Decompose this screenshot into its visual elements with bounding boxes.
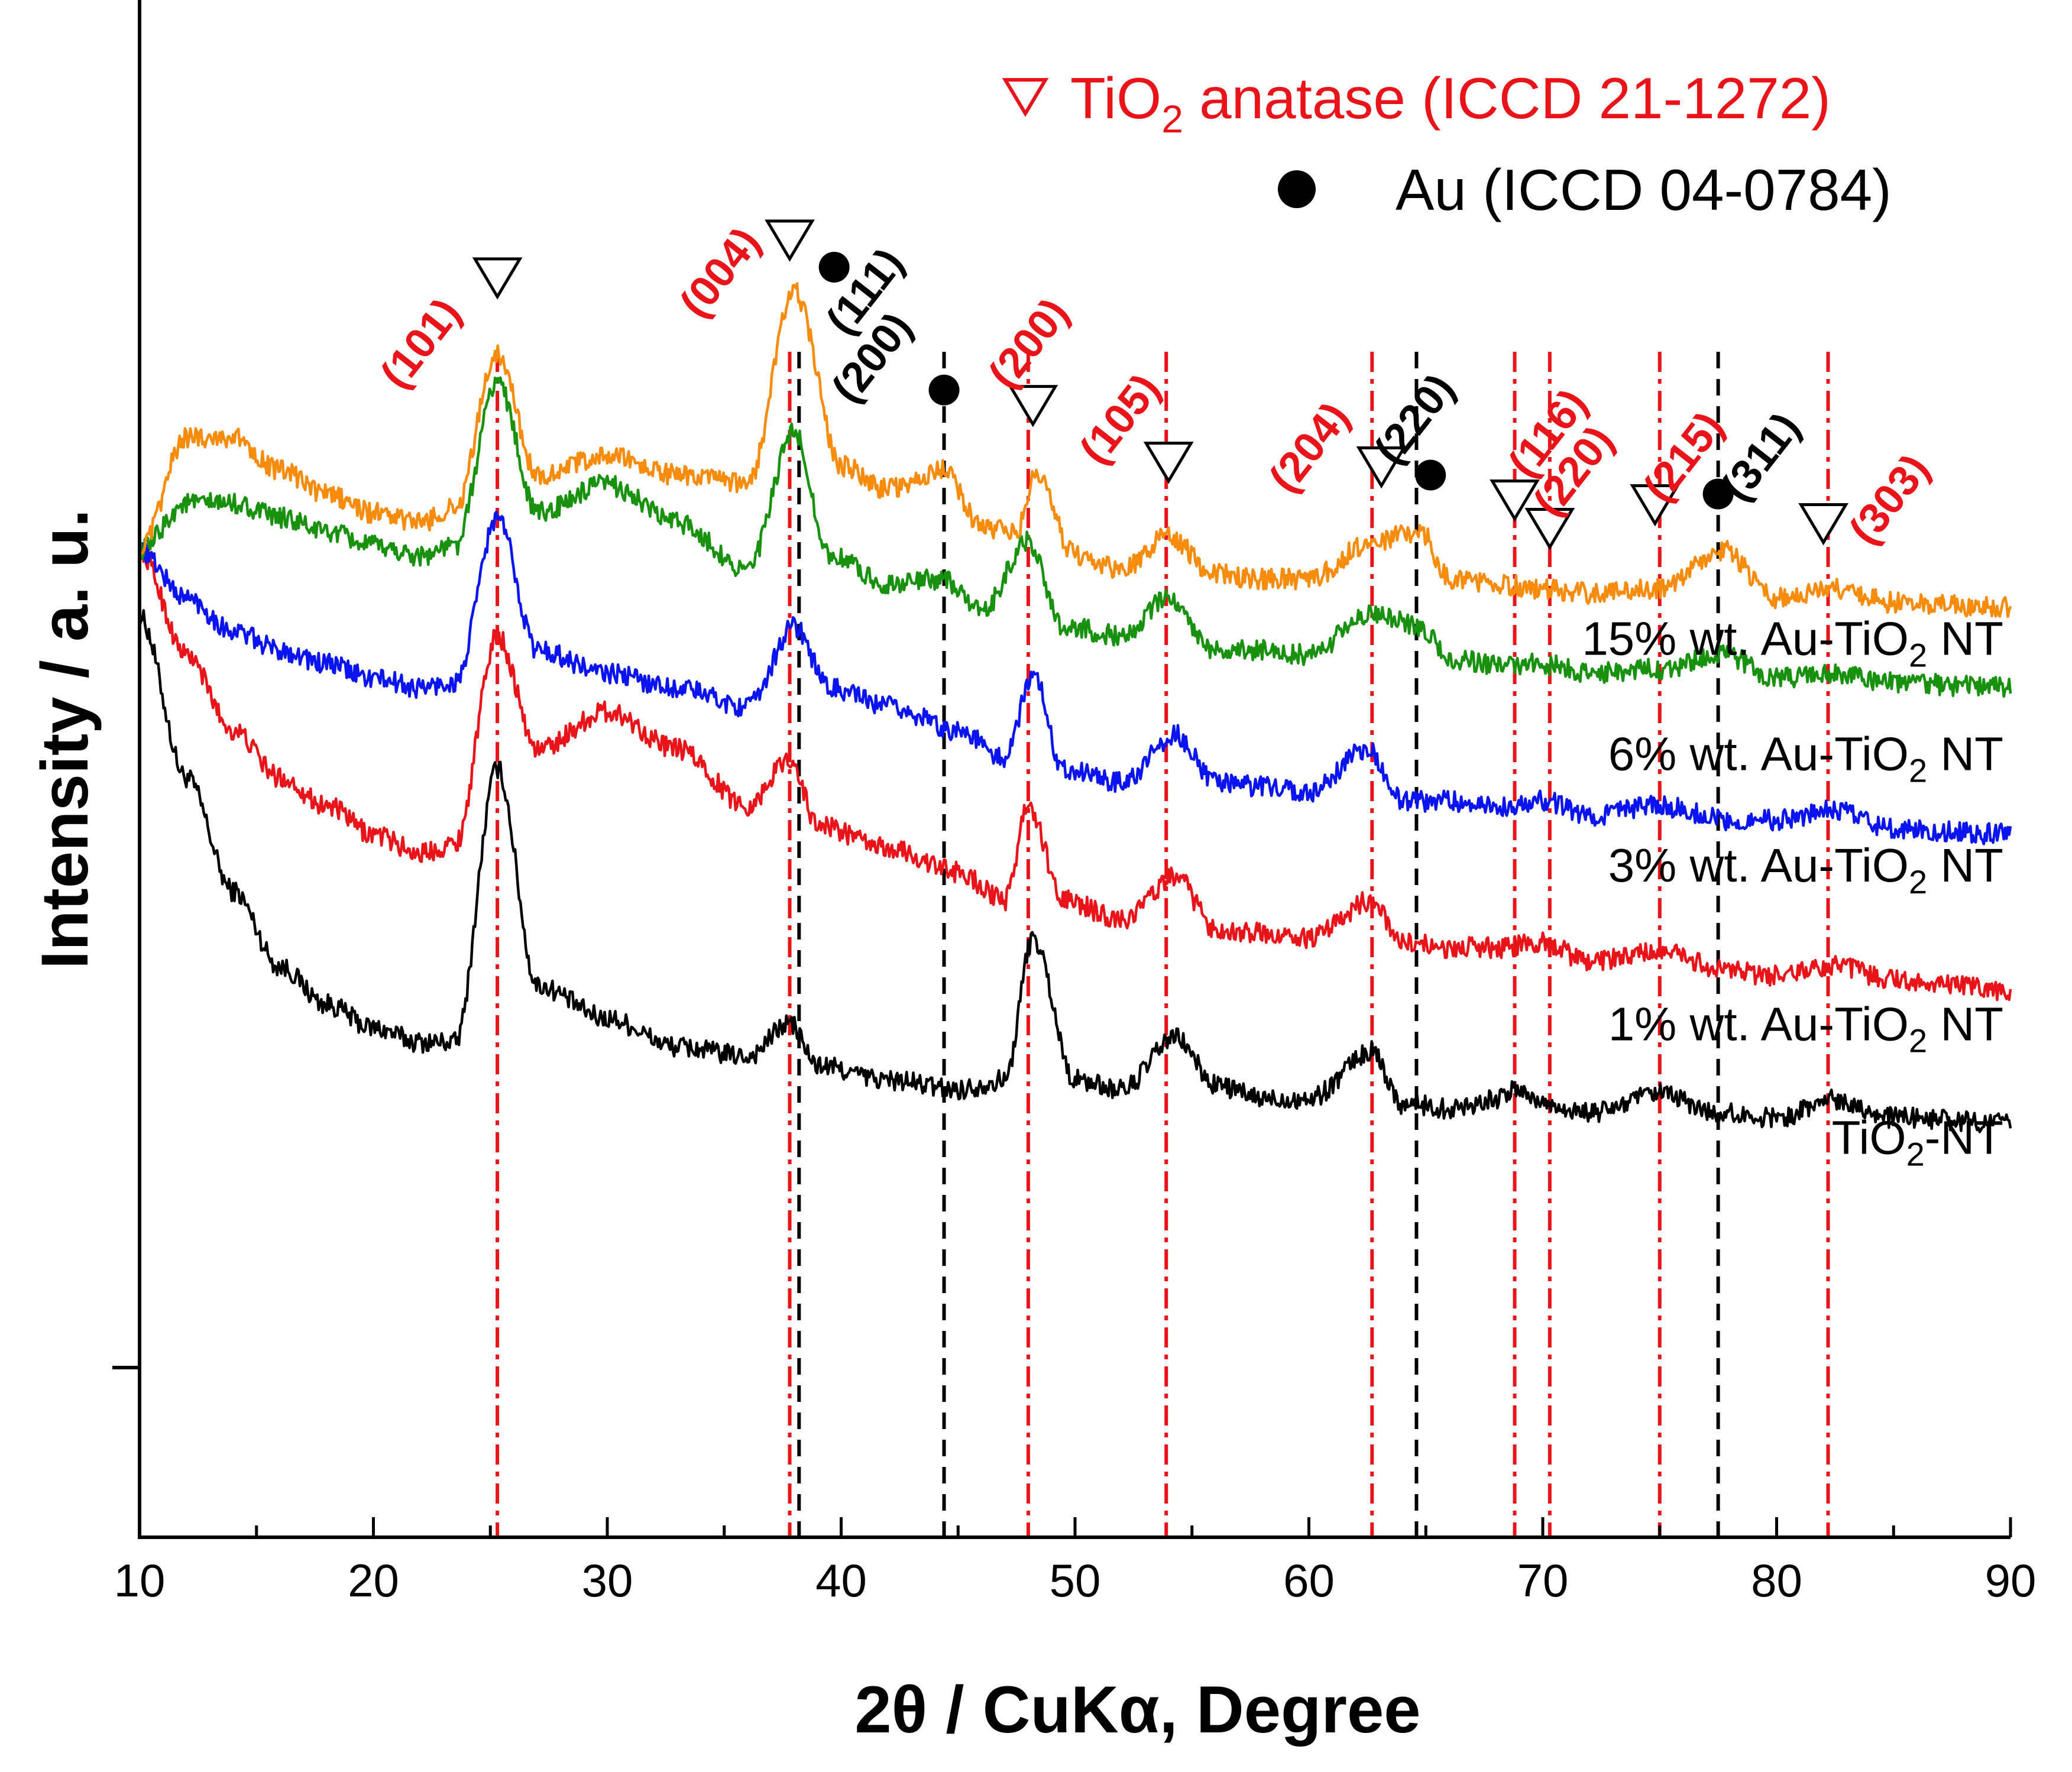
anatase-marker (1008, 385, 1058, 427)
series-label-subscript: 2 (1909, 1022, 1927, 1059)
series-label-main: 6% wt. Au-TiO (1608, 727, 1909, 780)
series-label-subscript: 2 (1906, 1135, 1925, 1172)
legend-entry-gold: Au (ICCD 04-0784) (1396, 157, 1892, 222)
series-line (138, 542, 2012, 1002)
gold-marker (928, 374, 960, 406)
peak-markers (472, 219, 1848, 550)
series-line (138, 282, 2012, 618)
miller-index-label: (004) (671, 219, 769, 326)
anatase-marker (472, 257, 523, 300)
x-tick-label: 50 (1050, 1554, 1101, 1606)
miller-index-label: (204) (1260, 394, 1359, 501)
legend-anatase-subscript: 2 (1161, 97, 1183, 141)
series-label-tail: -NT (1925, 1111, 2003, 1164)
series-label-subscript: 2 (1909, 751, 1927, 789)
series-label-subscript: 2 (1909, 863, 1927, 900)
anatase-marker (765, 219, 815, 262)
x-tick-label: 80 (1751, 1554, 1802, 1606)
miller-index-label: (200) (979, 290, 1078, 397)
anatase-marker (1490, 479, 1540, 522)
legend: TiO2 anatase (ICCD 21-1272) Au (ICCD 04-0… (1002, 66, 1892, 222)
series-label-tail: NT (1927, 727, 2003, 780)
series-label: TiO2-NT (1832, 1111, 2003, 1172)
series-label-main: TiO (1832, 1111, 1906, 1164)
anatase-marker (1630, 484, 1681, 527)
x-axis-ticks: 10 20 30 40 50 60 70 80 90 (114, 1517, 2037, 1606)
x-tick-label: 60 (1283, 1554, 1335, 1606)
series-label: 1% wt. Au-TiO2 NT (1608, 997, 2003, 1059)
series-layer (138, 282, 2012, 1133)
gold-marker (1702, 478, 1734, 510)
x-tick-label: 10 (114, 1554, 166, 1606)
x-tick-label: 20 (348, 1554, 399, 1606)
anatase-marker (1524, 507, 1575, 550)
series-label: 15% wt. Au-TiO2 NT (1582, 612, 2003, 673)
x-tick-label: 40 (815, 1554, 867, 1606)
series-label: 3% wt. Au-TiO2 NT (1608, 839, 2003, 900)
legend-anatase-prefix: TiO (1070, 66, 1161, 131)
series-label-main: 3% wt. Au-TiO (1608, 839, 1909, 892)
series-label-main: 1% wt. Au-TiO (1608, 997, 1909, 1050)
legend-entry-anatase: TiO2 anatase (ICCD 21-1272) (1070, 66, 1831, 141)
gold-marker (818, 251, 850, 283)
legend-anatase-suffix: anatase (ICCD 21-1272) (1183, 66, 1831, 131)
gold-legend-icon (1278, 170, 1316, 208)
anatase-marker (1356, 446, 1407, 489)
series-label-main: 15% wt. Au-TiO (1582, 612, 1909, 665)
anatase-marker (1143, 442, 1194, 484)
series-label-tail: NT (1927, 839, 2003, 892)
anatase-marker (1798, 503, 1848, 546)
anatase-legend-icon (1002, 78, 1049, 117)
miller-index-labels: (101)(004) (111)(200) (200)(105) (204) (220)… (371, 219, 1938, 553)
x-tick-label: 30 (582, 1554, 633, 1606)
x-axis-title: 2θ / CuKα, Degree (854, 1673, 1420, 1747)
x-tick-label: 90 (1985, 1554, 2037, 1606)
series-labels: TiO2-NT1% wt. Au-TiO2 NT3% wt. Au-TiO2 N… (1582, 612, 2003, 1172)
series-line (138, 376, 2012, 698)
series-label-tail: NT (1927, 612, 2003, 665)
miller-index-label: (101) (371, 290, 470, 397)
series-label: 6% wt. Au-TiO2 NT (1608, 727, 2003, 789)
series-label-subscript: 2 (1909, 636, 1927, 673)
x-tick-label: 70 (1517, 1554, 1569, 1606)
y-axis-title: Intensity / a. u. (28, 509, 102, 969)
series-line (138, 510, 2012, 845)
gold-marker (1415, 459, 1446, 491)
series-line (138, 609, 2012, 1133)
miller-index-label: (303) (1840, 446, 1939, 553)
series-label-tail: NT (1927, 997, 2003, 1050)
